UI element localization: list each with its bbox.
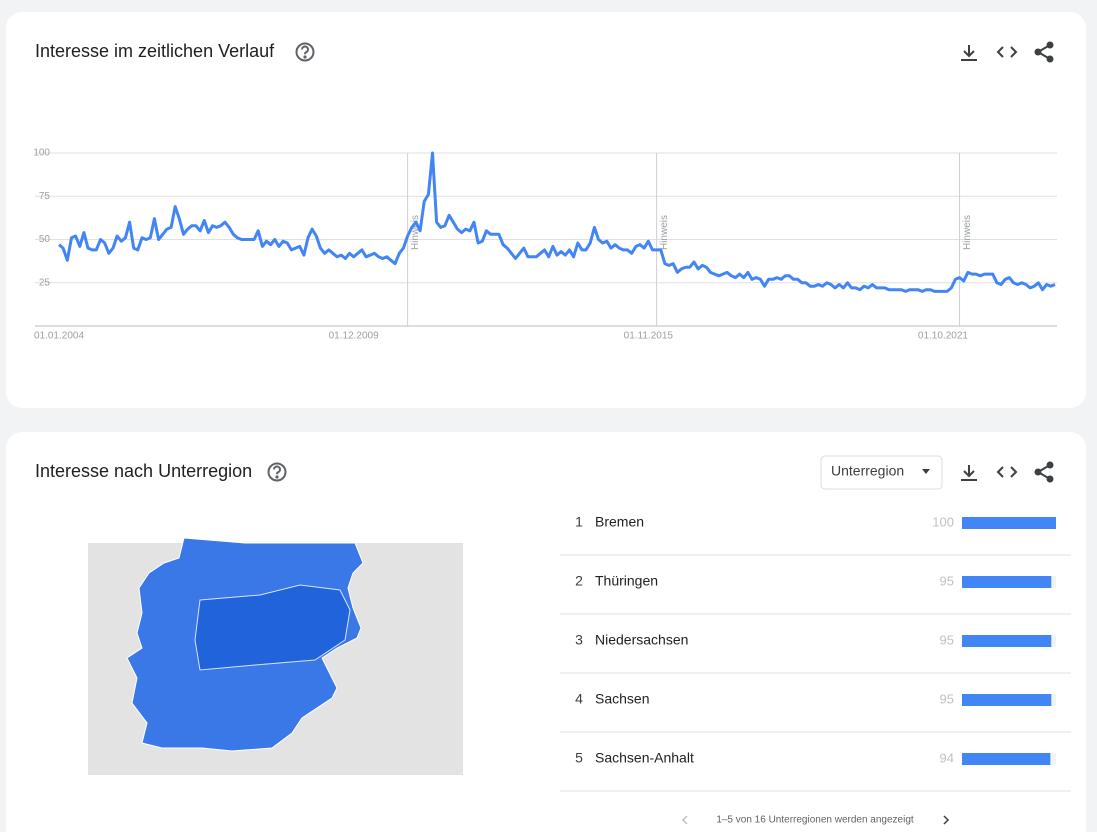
region-value: 95 xyxy=(940,573,954,588)
line-chart: 25 50 75 100 01.01.2004 01.12.2009 01.11.2015 0… xyxy=(33,148,1057,342)
map xyxy=(88,537,463,775)
annotation: Hinweis xyxy=(410,215,421,250)
region-value: 100 xyxy=(932,514,954,529)
bar xyxy=(962,576,1052,588)
embed-icon[interactable] xyxy=(996,466,1018,478)
next-page[interactable] xyxy=(943,815,950,825)
x-tick-label: 01.12.2009 xyxy=(329,331,379,342)
timeline-card xyxy=(6,12,1086,408)
dropdown-label[interactable]: Unterregion xyxy=(831,463,904,479)
y-tick-label: 100 xyxy=(33,148,50,159)
rank: 3 xyxy=(575,632,583,648)
dropdown-arrow[interactable] xyxy=(922,469,930,474)
region-value: 95 xyxy=(940,691,954,706)
rank: 4 xyxy=(575,691,583,707)
x-tick-label: 01.11.2015 xyxy=(624,331,674,342)
rank: 2 xyxy=(575,573,583,589)
region-value: 94 xyxy=(940,750,954,765)
pagination-text: 1–5 von 16 Unterregionen werden angezeig… xyxy=(716,815,914,826)
share-icon[interactable] xyxy=(1034,461,1054,483)
embed-icon[interactable] xyxy=(996,46,1018,58)
share-icon[interactable] xyxy=(1034,41,1054,63)
dropdown[interactable] xyxy=(820,455,943,490)
bar xyxy=(962,753,1051,765)
help-icon[interactable] xyxy=(295,42,315,62)
region-name: Sachsen xyxy=(595,691,649,707)
x-tick-label: 01.01.2004 xyxy=(34,331,84,342)
card-title: Interesse nach Unterregion xyxy=(35,461,252,481)
rank: 5 xyxy=(575,750,583,766)
prev-page[interactable] xyxy=(681,815,688,825)
region-name: Niedersachsen xyxy=(595,632,688,648)
line-series xyxy=(58,151,1056,293)
help-icon[interactable] xyxy=(267,462,287,482)
region-name: Sachsen-Anhalt xyxy=(595,750,694,766)
region-name: Thüringen xyxy=(595,573,658,589)
y-tick-label: 25 xyxy=(39,277,51,288)
download-icon[interactable] xyxy=(961,465,977,481)
x-tick-label: 01.10.2021 xyxy=(918,331,968,342)
region-name: Bremen xyxy=(595,514,644,530)
card-title: Interesse im zeitlichen Verlauf xyxy=(35,41,275,61)
y-tick-label: 75 xyxy=(39,191,51,202)
bar xyxy=(962,517,1056,529)
y-tick-label: 50 xyxy=(39,234,51,245)
annotation: Hinweis xyxy=(659,215,670,250)
rank: 1 xyxy=(575,514,583,530)
bar xyxy=(962,635,1052,647)
annotation: Hinweis xyxy=(962,215,973,250)
download-icon[interactable] xyxy=(961,45,977,61)
bar xyxy=(962,694,1052,706)
region-value: 95 xyxy=(940,632,954,647)
